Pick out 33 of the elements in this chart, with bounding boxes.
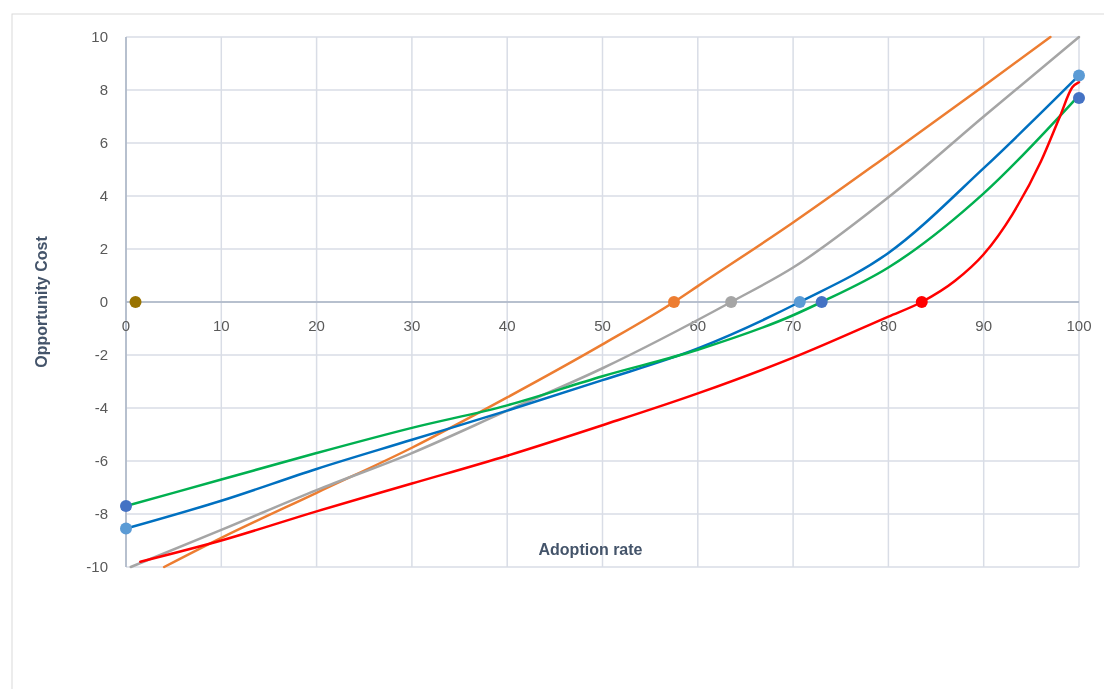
- x-axis-title: Adoption rate: [538, 541, 643, 558]
- point: [667, 296, 680, 308]
- point: [815, 296, 828, 308]
- x-tick-label: 70: [784, 317, 802, 334]
- point: [1073, 91, 1085, 104]
- y-tick-label: -8: [94, 505, 108, 523]
- point: [725, 296, 738, 308]
- point: [1073, 69, 1085, 82]
- y-tick-label: 4: [99, 187, 108, 205]
- point: [120, 522, 132, 535]
- x-tick-label: 30: [403, 317, 421, 334]
- point: [915, 296, 928, 308]
- x-tick-label: 50: [594, 317, 611, 334]
- y-tick-label: -10: [86, 558, 108, 576]
- y-tick-label: 2: [99, 240, 108, 258]
- x-tick-label: 0: [121, 317, 131, 334]
- point: [793, 296, 806, 308]
- x-tick-label: 100: [1066, 317, 1092, 334]
- x-tick-label: 10: [212, 317, 230, 334]
- x-tick-label: 20: [308, 317, 325, 334]
- y-tick-label: 8: [99, 81, 108, 99]
- y-tick-label: 0: [99, 293, 108, 311]
- point: [120, 500, 132, 513]
- y-tick-label: 10: [91, 28, 108, 46]
- x-tick-label: 80: [880, 317, 897, 334]
- point: [129, 296, 142, 308]
- y-tick-label: -2: [94, 346, 108, 364]
- y-tick-label: -4: [94, 399, 108, 417]
- y-axis-title: Opportunity Cost: [33, 235, 50, 368]
- y-tick-label: 6: [99, 134, 108, 152]
- x-tick-label: 90: [975, 317, 993, 334]
- x-tick-label: 40: [498, 317, 516, 334]
- y-tick-label: -6: [94, 452, 108, 470]
